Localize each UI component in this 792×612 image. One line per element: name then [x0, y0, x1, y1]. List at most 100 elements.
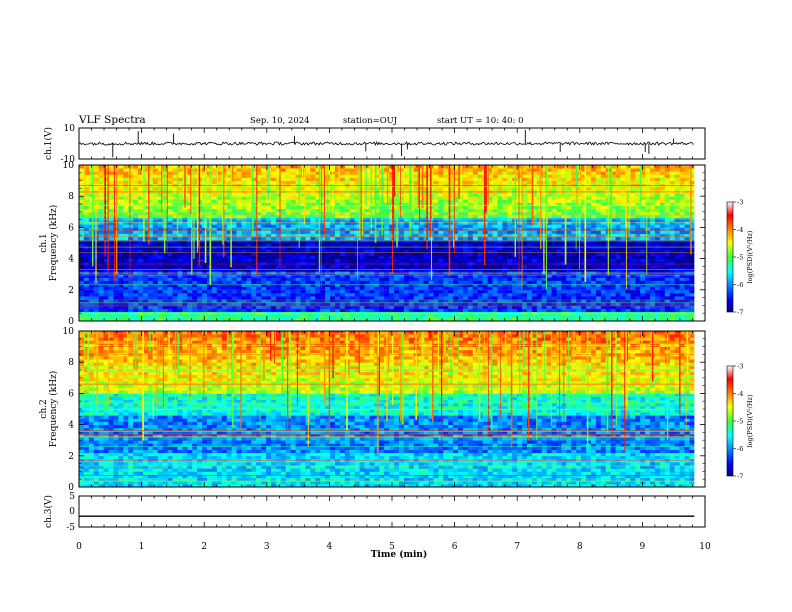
spectrogram-cell [261, 239, 267, 244]
spectrogram-cell [315, 314, 321, 319]
spectrogram-cell [231, 243, 237, 247]
spectrogram-cell [507, 177, 513, 181]
spectrogram-cell [526, 177, 533, 181]
spectrogram-cell [379, 283, 385, 288]
spectrogram-cell [88, 233, 95, 238]
spectrogram-cell [443, 239, 449, 244]
spectrogram-cell [83, 196, 90, 200]
spectrogram-cell [472, 224, 479, 228]
spectrogram-cell [369, 202, 375, 206]
spectrogram-cell [334, 186, 341, 191]
spectrogram-cell [177, 202, 183, 206]
spectrogram-cell [453, 267, 459, 272]
spectrogram-cell [349, 208, 356, 213]
spectrogram-cell [79, 286, 85, 291]
spectrogram-cell [566, 246, 572, 250]
spectrogram-cell [152, 193, 159, 197]
spectrogram-cell [305, 296, 311, 300]
spectrogram-cell [566, 252, 572, 256]
spectrogram-cell [359, 255, 365, 259]
spectrogram-cell [261, 267, 267, 272]
spectrogram-cell [364, 261, 370, 266]
spectrogram-cell [502, 299, 508, 303]
spectrogram-cell [334, 280, 341, 284]
spectrogram-cell [177, 224, 183, 228]
spectrogram-cell [403, 299, 410, 303]
spectrogram-cell [202, 236, 208, 241]
spectrogram-cell [236, 224, 242, 228]
spectrogram-cell [231, 274, 237, 278]
spectrogram-cell [133, 171, 139, 175]
spectrogram-cell [211, 230, 218, 235]
spectrogram-cell [315, 296, 321, 300]
spectrogram-cell [517, 277, 523, 281]
spectrogram-cell [320, 280, 326, 284]
spectrogram-cell [374, 249, 380, 253]
spectrogram-cell [344, 280, 351, 284]
spectrogram-cell [83, 277, 90, 281]
spectrogram-cell [118, 274, 124, 278]
spectrogram-cell [492, 289, 498, 294]
spectrogram-cell [266, 224, 272, 228]
spectrogram-cell [379, 308, 385, 313]
spectrogram-cell [448, 246, 454, 250]
spectrogram-cell [315, 196, 321, 200]
spectrogram-cell [448, 292, 454, 297]
spectrogram-cell [561, 252, 567, 256]
spectrogram-cell [443, 292, 449, 297]
spectrogram-cell [325, 264, 331, 269]
spectrogram-cell [398, 233, 405, 238]
spectrogram-cell [147, 230, 154, 235]
spectrogram-cell [241, 264, 247, 269]
spectrogram-cell [221, 168, 228, 172]
spectrogram-cell [246, 289, 252, 294]
spectrogram-cell [123, 180, 129, 185]
spectrogram-cell [133, 308, 139, 313]
spectrogram-cell [458, 239, 464, 244]
spectrogram-cell [325, 305, 331, 309]
spectrogram-cell [502, 261, 508, 266]
spectrogram-cell [162, 168, 169, 172]
spectrogram-cell [167, 255, 173, 259]
spectrogram-cell [389, 239, 395, 244]
spectrogram-cell [477, 186, 484, 191]
spectrogram-cell [187, 255, 193, 259]
spectrogram-cell [246, 180, 252, 185]
spectrogram-cell [330, 264, 336, 269]
spectrogram-cell [98, 317, 105, 321]
spectrogram-cell [369, 196, 375, 200]
spectrogram-cell [103, 283, 109, 288]
spectrogram-cell [453, 296, 459, 300]
spectrogram-cell [280, 317, 287, 321]
spectrogram-cell [187, 214, 193, 219]
spectrogram-cell [546, 214, 552, 219]
spectrogram-cell [330, 292, 336, 297]
spectrogram-cell [394, 277, 400, 281]
spectrogram-cell [384, 246, 390, 250]
spectrogram-cell [162, 174, 169, 178]
spectrogram-cell [339, 211, 346, 216]
spectrogram-cell [290, 193, 296, 197]
spectrogram-cell [211, 255, 218, 259]
spectrogram-cell [438, 305, 444, 309]
spectrogram-cell [177, 267, 183, 272]
spectrogram-cell [310, 224, 316, 228]
spectrogram-cell [517, 283, 523, 288]
spectrogram-cell [502, 193, 508, 197]
spectrogram-cell [339, 186, 346, 191]
spectrogram-cell [305, 277, 311, 281]
spectrogram-cell [162, 299, 169, 303]
spectrogram-cell [261, 274, 267, 278]
spectrogram-cell [384, 286, 390, 291]
spectrogram-cell [305, 280, 311, 284]
spectrogram-cell [128, 289, 134, 294]
spectrogram-cell [143, 236, 149, 241]
spectrogram-cell [453, 286, 459, 291]
spectrogram-cell [517, 296, 523, 300]
spectrogram-cell [389, 230, 395, 235]
spectrogram-cell [438, 261, 444, 266]
spectrogram-cell [492, 199, 498, 203]
spectrogram-cell [83, 168, 90, 172]
spectrogram-cell [556, 236, 562, 241]
spectrogram-cell [83, 317, 90, 321]
